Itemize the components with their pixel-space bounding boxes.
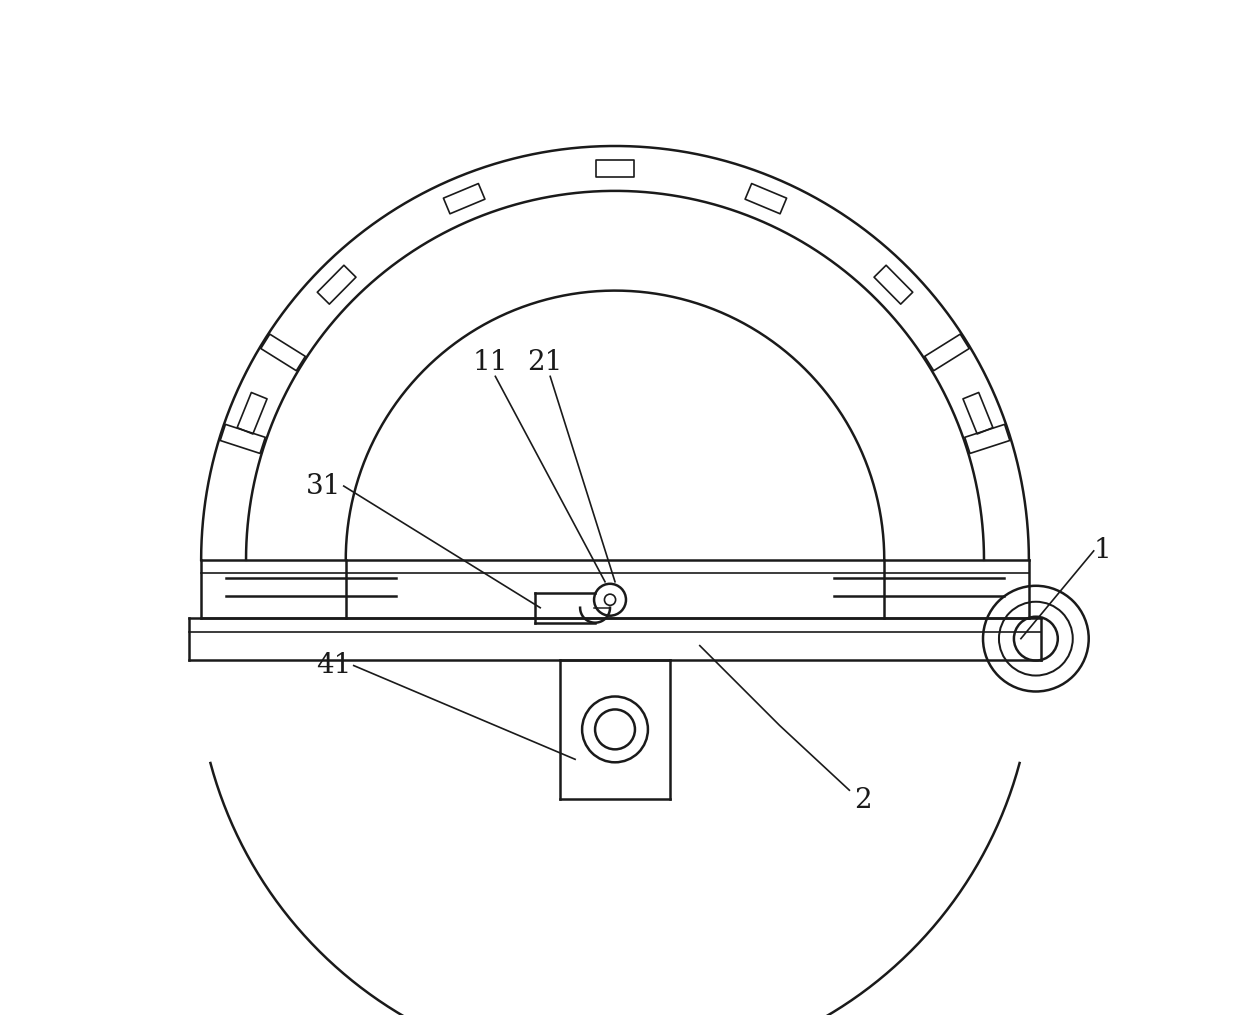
- Text: 21: 21: [527, 350, 563, 376]
- Text: 2: 2: [854, 786, 872, 814]
- Text: 1: 1: [1094, 537, 1111, 564]
- Text: 11: 11: [472, 350, 508, 376]
- Text: 41: 41: [316, 652, 351, 679]
- Text: 31: 31: [306, 472, 341, 500]
